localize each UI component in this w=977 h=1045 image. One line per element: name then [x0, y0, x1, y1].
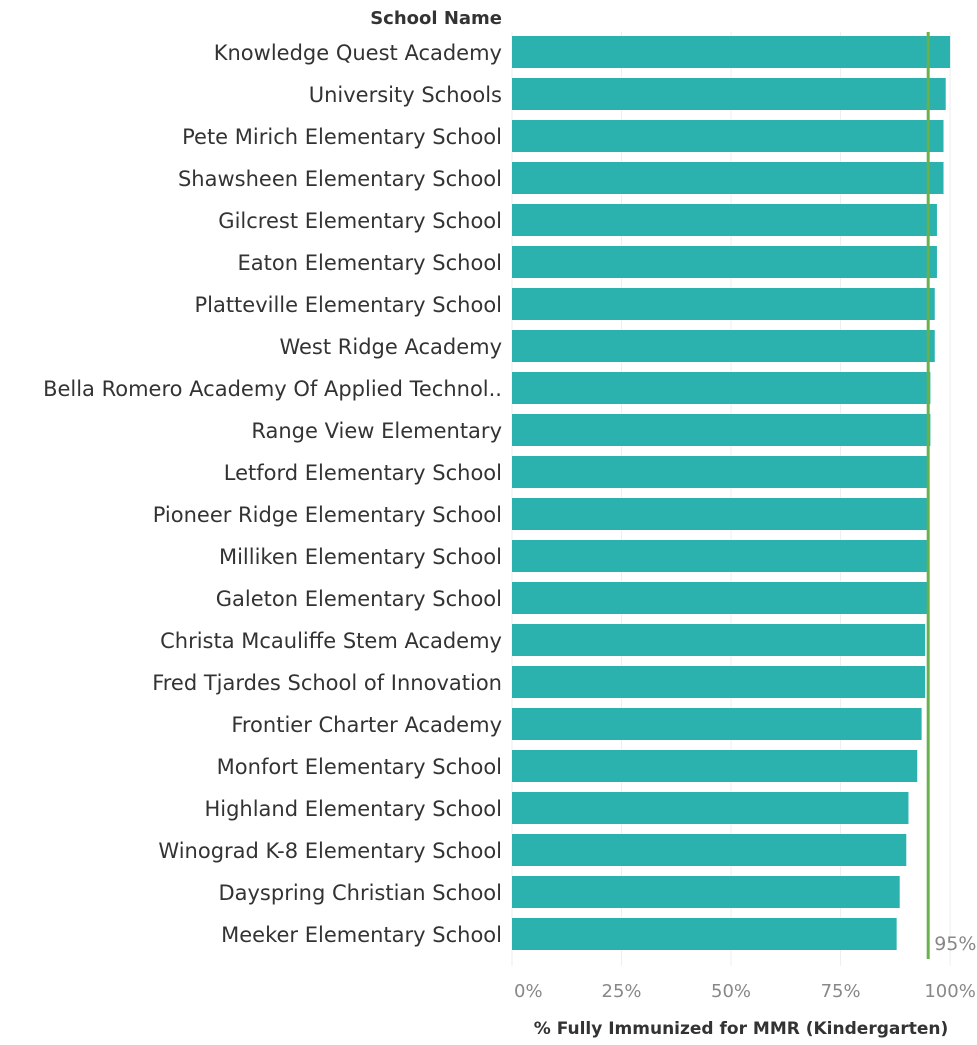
bar[interactable]: [512, 372, 931, 404]
x-tick-label: 75%: [821, 981, 861, 1002]
bar[interactable]: [512, 876, 900, 908]
category-label: Bella Romero Academy Of Applied Technol.…: [43, 377, 502, 401]
bar[interactable]: [512, 582, 930, 614]
bar[interactable]: [512, 162, 944, 194]
bar[interactable]: [512, 624, 926, 656]
category-label: Pete Mirich Elementary School: [182, 125, 502, 149]
category-label: Milliken Elementary School: [219, 545, 502, 569]
bar[interactable]: [512, 918, 897, 950]
category-label: Letford Elementary School: [224, 461, 502, 485]
row-header: School Name: [370, 8, 502, 29]
category-label: Platteville Elementary School: [194, 293, 502, 317]
bar[interactable]: [512, 498, 930, 530]
bar[interactable]: [512, 708, 922, 740]
category-label: Monfort Elementary School: [217, 755, 502, 779]
category-label: Gilcrest Elementary School: [218, 209, 502, 233]
x-tick-label: 0%: [514, 981, 543, 1002]
category-label: Winograd K-8 Elementary School: [158, 839, 502, 863]
category-label: Fred Tjardes School of Innovation: [152, 671, 502, 695]
category-label: Knowledge Quest Academy: [214, 41, 502, 65]
bar[interactable]: [512, 414, 931, 446]
reference-line-label: 95%: [934, 933, 976, 955]
bars: [512, 36, 951, 950]
category-label: Frontier Charter Academy: [231, 713, 502, 737]
category-label: Galeton Elementary School: [216, 587, 502, 611]
category-label: Pioneer Ridge Elementary School: [153, 503, 502, 527]
category-label: Range View Elementary: [251, 419, 502, 443]
category-label: Meeker Elementary School: [221, 923, 502, 947]
bar[interactable]: [512, 120, 944, 152]
bar[interactable]: [512, 36, 951, 68]
bar[interactable]: [512, 78, 946, 110]
bar[interactable]: [512, 834, 907, 866]
bar[interactable]: [512, 792, 909, 824]
bar[interactable]: [512, 288, 935, 320]
category-label: Shawsheen Elementary School: [178, 167, 502, 191]
category-label: Eaton Elementary School: [238, 251, 502, 275]
bar[interactable]: [512, 246, 937, 278]
bar[interactable]: [512, 330, 935, 362]
category-labels: Knowledge Quest Academy University School…: [43, 41, 502, 947]
bar[interactable]: [512, 750, 918, 782]
bar[interactable]: [512, 204, 937, 236]
x-axis: 0% 25% 50% 75% 100%: [514, 981, 976, 1002]
category-label: West Ridge Academy: [279, 335, 502, 359]
x-tick-label: 50%: [711, 981, 751, 1002]
bar[interactable]: [512, 666, 926, 698]
category-label: Highland Elementary School: [204, 797, 502, 821]
x-tick-label: 25%: [602, 981, 642, 1002]
x-tick-label: 100%: [924, 981, 975, 1002]
reference-line-group: 95%: [926, 32, 976, 959]
category-label: University Schools: [309, 83, 502, 107]
bar[interactable]: [512, 540, 930, 572]
category-label: Christa Mcauliffe Stem Academy: [160, 629, 502, 653]
x-axis-title: % Fully Immunized for MMR (Kindergarten): [534, 1019, 949, 1039]
category-label: Dayspring Christian School: [218, 881, 502, 905]
bar[interactable]: [512, 456, 930, 488]
